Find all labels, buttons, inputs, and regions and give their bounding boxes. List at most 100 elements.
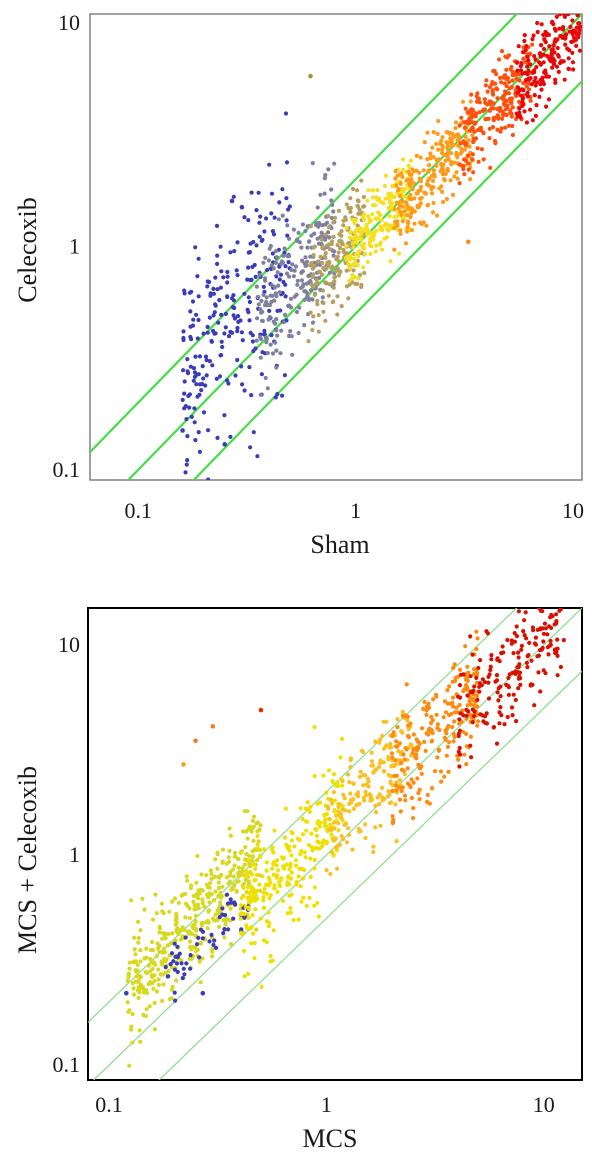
data-point	[421, 168, 426, 173]
data-point	[189, 414, 194, 419]
data-point	[457, 702, 462, 708]
data-point	[335, 294, 340, 299]
data-point	[525, 665, 530, 670]
data-point	[194, 892, 199, 897]
data-point	[450, 724, 455, 730]
data-point	[361, 795, 366, 800]
data-point	[263, 278, 268, 283]
data-point	[275, 392, 280, 397]
data-point	[554, 612, 559, 617]
data-point	[430, 210, 436, 215]
data-point	[538, 689, 543, 694]
data-point	[250, 264, 255, 270]
data-point	[509, 99, 514, 104]
data-point	[393, 176, 398, 181]
data-point	[550, 65, 555, 70]
data-point	[449, 711, 454, 717]
data-point	[383, 196, 388, 201]
data-point	[532, 641, 538, 646]
data-point	[299, 866, 305, 872]
data-point	[557, 26, 562, 31]
data-point	[370, 188, 375, 193]
data-point	[498, 684, 503, 689]
data-point	[553, 567, 557, 571]
data-point	[362, 217, 367, 222]
data-point	[341, 792, 346, 797]
data-point	[323, 237, 328, 242]
reference-line	[158, 670, 582, 1080]
data-point	[188, 953, 193, 958]
data-point	[289, 267, 294, 273]
data-point	[301, 876, 306, 881]
data-point	[380, 228, 385, 233]
data-point	[495, 96, 500, 101]
data-point	[523, 610, 528, 615]
data-point	[524, 44, 529, 49]
data-point	[440, 189, 445, 194]
data-point	[228, 250, 233, 255]
data-point	[408, 158, 414, 163]
data-point	[540, 609, 545, 614]
data-point	[567, 48, 572, 53]
data-point	[228, 906, 233, 911]
data-point	[312, 774, 317, 779]
data-point	[468, 702, 474, 707]
data-point	[422, 699, 427, 705]
data-point	[558, 608, 563, 612]
data-point	[338, 270, 343, 275]
x-tick-labels: 0.1 1 10	[124, 498, 584, 523]
data-point	[296, 874, 301, 879]
data-point	[291, 274, 296, 279]
data-point	[440, 151, 445, 156]
x-tick-label: 0.1	[124, 498, 152, 523]
data-point	[426, 202, 431, 207]
data-point	[369, 763, 374, 768]
data-point	[207, 881, 213, 886]
data-point	[469, 755, 474, 760]
data-point	[193, 949, 198, 954]
data-point	[368, 230, 373, 235]
data-point	[401, 157, 406, 162]
data-point	[250, 333, 255, 338]
data-point	[243, 845, 248, 850]
data-point	[201, 331, 206, 336]
data-point	[226, 901, 231, 906]
data-point	[520, 50, 526, 55]
data-point	[339, 736, 345, 742]
data-point	[427, 163, 432, 168]
data-point	[228, 942, 233, 947]
data-point	[384, 227, 390, 232]
data-point	[230, 885, 235, 890]
data-point	[543, 671, 548, 676]
data-point	[199, 491, 203, 495]
data-point	[550, 56, 555, 61]
data-point	[528, 76, 533, 81]
data-point	[218, 285, 223, 290]
data-point	[271, 232, 277, 237]
data-point	[408, 742, 413, 747]
data-point	[400, 714, 405, 719]
data-point	[225, 274, 230, 279]
data-point	[203, 354, 209, 359]
data-point	[387, 792, 392, 797]
data-point	[151, 973, 156, 978]
data-point	[210, 328, 216, 333]
data-point	[464, 119, 469, 124]
data-point	[520, 71, 525, 76]
outlier-point	[200, 990, 206, 996]
data-point	[521, 629, 526, 634]
data-point	[327, 270, 333, 275]
data-point	[464, 129, 469, 134]
data-point	[301, 895, 306, 900]
data-point	[130, 1040, 135, 1045]
data-point	[212, 938, 217, 943]
data-point	[216, 886, 221, 891]
data-point	[310, 327, 315, 333]
data-point	[282, 373, 287, 378]
data-point	[394, 788, 399, 793]
data-point	[261, 260, 266, 265]
data-point	[300, 284, 305, 289]
data-point	[454, 705, 459, 710]
data-point	[367, 240, 373, 245]
data-point	[399, 767, 404, 772]
